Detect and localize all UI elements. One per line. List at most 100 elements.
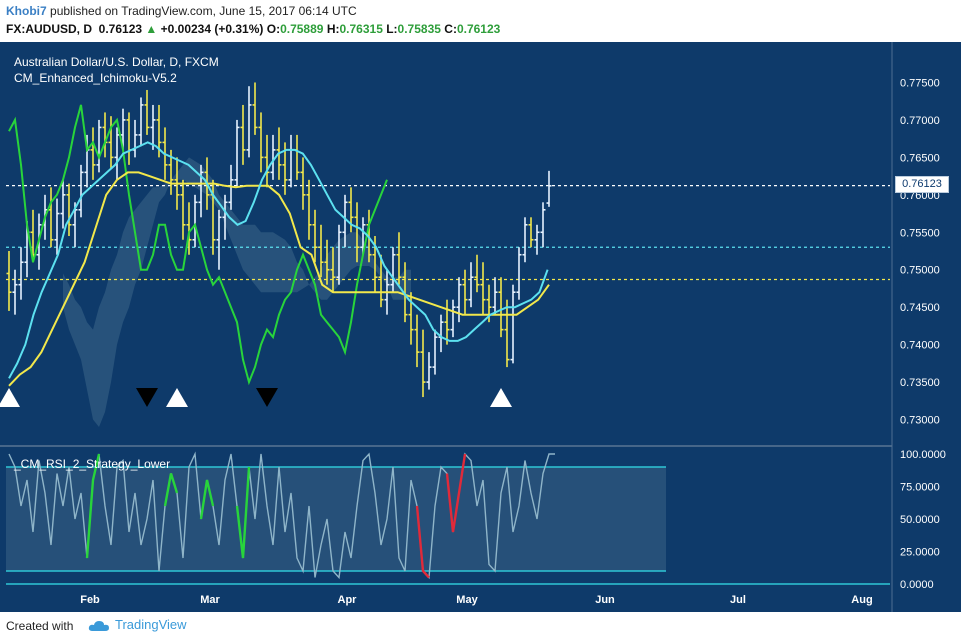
ohlc-bar[interactable] xyxy=(324,239,330,285)
ohlc-bar[interactable] xyxy=(78,164,84,218)
ohlc-bar[interactable] xyxy=(498,277,504,338)
indicator-label[interactable]: CM_Enhanced_Ichimoku-V5.2 xyxy=(14,71,177,85)
ohlc-bar[interactable] xyxy=(354,202,360,263)
ohlc-bar[interactable] xyxy=(192,194,198,248)
last-price-tag: 0.76123 xyxy=(895,176,949,193)
rsi-overbought-segment xyxy=(415,505,430,579)
chikou-span-line xyxy=(8,104,388,386)
ohlc-bar[interactable] xyxy=(492,277,498,315)
price-tick-label: 0.73500 xyxy=(900,377,940,389)
created-with-text: Created with xyxy=(6,619,74,633)
chart-canvas[interactable]: 0.775000.770000.765000.760000.755000.750… xyxy=(0,0,961,612)
ohlc-bar[interactable] xyxy=(246,86,252,158)
time-tick-label: Jun xyxy=(595,594,615,606)
price-tick-label: 0.74000 xyxy=(900,340,940,352)
ohlc-bar[interactable] xyxy=(90,127,96,180)
tradingview-logo-icon xyxy=(88,620,109,631)
ohlc-bar[interactable] xyxy=(312,209,318,263)
high-label: H: xyxy=(326,22,340,36)
ohlc-bar[interactable] xyxy=(60,179,66,229)
ohlc-bar[interactable] xyxy=(516,247,522,300)
price-tick-label: 0.76500 xyxy=(900,152,940,164)
rsi-tick-label: 25.0000 xyxy=(900,547,940,559)
ohlc-bar[interactable] xyxy=(234,119,240,188)
last-price: 0.76123 xyxy=(98,22,143,36)
ohlc-bar[interactable] xyxy=(474,254,480,293)
ohlc-bar[interactable] xyxy=(480,262,486,315)
ohlc-bar[interactable] xyxy=(534,224,540,255)
ohlc-bar[interactable] xyxy=(402,262,408,323)
ohlc-bar[interactable] xyxy=(222,194,228,240)
up-arrow-icon: ▲ xyxy=(145,22,158,36)
ohlc-bar[interactable] xyxy=(336,224,342,285)
ohlc-bar[interactable] xyxy=(216,209,222,270)
ohlc-bar[interactable] xyxy=(378,254,384,308)
ohlc-bar[interactable] xyxy=(96,119,102,173)
ohlc-bar[interactable] xyxy=(444,299,450,345)
chart-title: Australian Dollar/U.S. Dollar, D, FXCM xyxy=(14,55,219,69)
rsi-tick-label: 75.0000 xyxy=(900,482,940,494)
ohlc-bar[interactable] xyxy=(504,299,510,368)
ohlc-bar[interactable] xyxy=(186,202,192,255)
rsi-pane[interactable] xyxy=(6,451,890,585)
ohlc-bar[interactable] xyxy=(528,217,534,248)
low-value: 0.75835 xyxy=(397,22,441,36)
high-value: 0.76315 xyxy=(339,22,383,36)
low-label: L: xyxy=(386,22,398,36)
author-link[interactable]: Khobi7 xyxy=(6,4,47,18)
symbol-label: FX:AUDUSD, D xyxy=(6,22,92,36)
ohlc-bar[interactable] xyxy=(6,251,12,311)
time-tick-label: Aug xyxy=(851,594,872,606)
ohlc-bar[interactable] xyxy=(468,262,474,308)
ohlc-bar[interactable] xyxy=(540,202,546,248)
ohlc-bar[interactable] xyxy=(240,104,246,165)
ohlc-bar[interactable] xyxy=(330,247,336,293)
time-tick-label: Mar xyxy=(200,594,220,606)
ohlc-bar[interactable] xyxy=(342,194,348,248)
time-tick-label: Jul xyxy=(730,594,746,606)
ohlc-bar[interactable] xyxy=(510,284,516,364)
time-tick-label: Feb xyxy=(80,594,100,606)
ohlc-readout: FX:AUDUSD, D 0.76123 ▲ +0.00234 (+0.31%)… xyxy=(6,22,500,36)
ohlc-bar[interactable] xyxy=(180,179,186,240)
ohlc-bar[interactable] xyxy=(108,116,114,169)
rsi-tick-label: 50.0000 xyxy=(900,514,940,526)
ohlc-bar[interactable] xyxy=(318,224,324,278)
ohlc-bar[interactable] xyxy=(426,352,432,390)
ohlc-bar[interactable] xyxy=(306,179,312,240)
ohlc-bar[interactable] xyxy=(198,164,204,218)
ohlc-bar[interactable] xyxy=(264,134,270,188)
ohlc-bar[interactable] xyxy=(396,232,402,285)
brand-label: TradingView xyxy=(115,617,187,632)
ohlc-bar[interactable] xyxy=(450,299,456,338)
ohlc-bar[interactable] xyxy=(252,82,258,135)
ohlc-bar[interactable] xyxy=(66,183,72,237)
sell-signal-triangle-icon xyxy=(256,388,278,407)
ohlc-bar[interactable] xyxy=(546,170,552,207)
rsi-oversold-segment xyxy=(85,453,101,559)
ohlc-bar[interactable] xyxy=(432,329,438,375)
tradingview-brand[interactable]: TradingView xyxy=(88,617,187,632)
rsi-indicator-label[interactable]: _CM_RSI_2_Strategy_Lower xyxy=(14,457,171,471)
ohlc-bar[interactable] xyxy=(144,89,150,135)
price-tick-label: 0.75500 xyxy=(900,227,940,239)
ohlc-bar[interactable] xyxy=(150,104,156,150)
ohlc-bar[interactable] xyxy=(390,247,396,293)
ohlc-bar[interactable] xyxy=(258,112,264,173)
ohlc-bar[interactable] xyxy=(54,198,60,255)
ohlc-bar[interactable] xyxy=(138,97,144,147)
ohlc-bar[interactable] xyxy=(420,329,426,398)
rsi-oversold-segment xyxy=(163,473,179,507)
price-tick-label: 0.77500 xyxy=(900,78,940,90)
price-pane[interactable] xyxy=(0,82,890,427)
ohlc-bar[interactable] xyxy=(522,217,528,263)
ohlc-bar[interactable] xyxy=(270,134,276,180)
ohlc-bar[interactable] xyxy=(360,217,366,255)
close-value: 0.76123 xyxy=(456,22,501,36)
ohlc-bar[interactable] xyxy=(414,314,420,368)
ohlc-bar[interactable] xyxy=(456,277,462,323)
ohlc-bar[interactable] xyxy=(462,269,468,315)
ohlc-bar[interactable] xyxy=(300,157,306,210)
ohlc-bar[interactable] xyxy=(18,247,24,300)
ohlc-bar[interactable] xyxy=(12,269,18,315)
